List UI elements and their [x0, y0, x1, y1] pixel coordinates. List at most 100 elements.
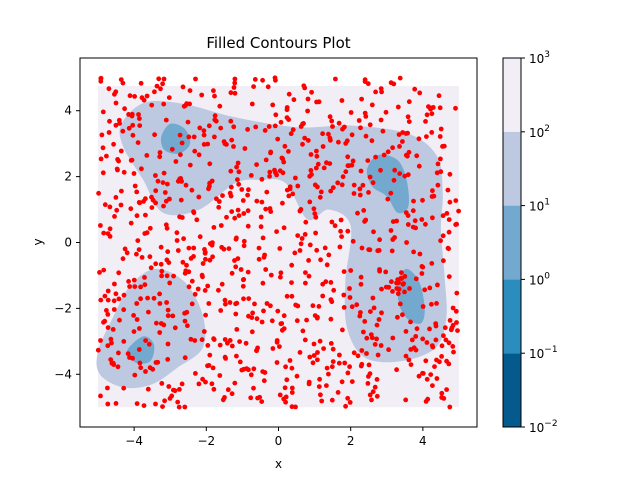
scatter-point — [259, 176, 265, 182]
scatter-point — [217, 103, 223, 109]
scatter-point — [157, 150, 163, 155]
scatter-point — [411, 249, 416, 255]
scatter-point — [162, 190, 168, 195]
scatter-point — [326, 252, 332, 258]
scatter-point — [331, 287, 337, 293]
scatter-point — [282, 385, 288, 391]
scatter-point — [236, 213, 242, 219]
scatter-point — [152, 132, 158, 138]
scatter-point — [159, 381, 165, 386]
scatter-point — [288, 131, 294, 137]
scatter-point — [450, 344, 456, 349]
scatter-point — [212, 93, 217, 99]
scatter-point — [261, 378, 267, 384]
scatter-point — [390, 145, 395, 151]
scatter-point — [369, 138, 375, 144]
scatter-point — [177, 387, 182, 392]
scatter-point — [201, 329, 207, 334]
scatter-point — [203, 256, 208, 262]
scatter-point — [223, 356, 229, 361]
scatter-point — [324, 160, 329, 166]
y-tick-label: 2 — [64, 170, 72, 184]
scatter-point — [337, 244, 343, 250]
scatter-point — [229, 270, 235, 276]
scatter-point — [268, 272, 274, 278]
scatter-point — [394, 286, 400, 291]
scatter-point — [234, 327, 240, 332]
scatter-point — [394, 280, 399, 286]
scatter-point — [311, 341, 317, 347]
scatter-point — [350, 238, 356, 244]
scatter-point — [116, 296, 122, 302]
scatter-point — [161, 76, 167, 82]
scatter-point — [430, 344, 436, 350]
scatter-point — [424, 112, 430, 118]
scatter-point — [313, 165, 319, 171]
x-tick-label: −4 — [125, 434, 143, 448]
scatter-point — [446, 340, 452, 346]
scatter-point — [429, 301, 434, 307]
scatter-point — [336, 120, 342, 126]
scatter-point — [434, 376, 440, 381]
scatter-point — [232, 80, 238, 86]
scatter-point — [389, 248, 395, 254]
scatter-point — [237, 359, 243, 365]
scatter-point — [391, 81, 397, 87]
scatter-point — [439, 343, 445, 349]
scatter-point — [405, 114, 411, 120]
scatter-point — [286, 91, 292, 97]
scatter-point — [253, 124, 259, 130]
scatter-point — [291, 97, 297, 103]
scatter-point — [233, 264, 239, 270]
scatter-point — [450, 322, 456, 328]
scatter-point — [185, 323, 190, 329]
scatter-point — [259, 319, 265, 325]
scatter-point — [118, 202, 124, 208]
scatter-point — [378, 343, 384, 348]
scatter-point — [438, 126, 444, 132]
scatter-point — [256, 256, 262, 262]
scatter-point — [423, 119, 428, 124]
scatter-point — [249, 315, 255, 320]
scatter-point — [420, 370, 425, 376]
scatter-point — [438, 238, 443, 244]
scatter-point — [189, 187, 195, 193]
scatter-point — [383, 269, 389, 275]
scatter-point — [417, 251, 423, 257]
scatter-point — [197, 125, 203, 131]
scatter-point — [447, 171, 453, 177]
scatter-point — [257, 394, 263, 400]
scatter-point — [114, 207, 120, 213]
contour-region-hotspot-upper-left — [160, 123, 191, 154]
scatter-point — [448, 327, 454, 333]
scatter-point — [267, 173, 272, 179]
scatter-point — [345, 395, 351, 401]
scatter-point — [164, 300, 170, 305]
scatter-point — [143, 369, 148, 374]
scatter-point — [213, 118, 219, 124]
scatter-point — [324, 365, 330, 371]
y-tick-label: −4 — [54, 367, 72, 381]
scatter-point — [345, 370, 351, 376]
scatter-point — [413, 347, 419, 353]
scatter-point — [196, 194, 202, 200]
scatter-point — [106, 130, 112, 135]
scatter-point — [385, 196, 391, 202]
scatter-point — [306, 273, 312, 279]
scatter-point — [263, 206, 269, 212]
scatter-point — [406, 119, 412, 124]
scatter-point — [241, 238, 247, 244]
scatter-point — [308, 152, 314, 157]
scatter-point — [455, 328, 460, 333]
scatter-point — [116, 350, 121, 356]
scatter-point — [228, 90, 234, 96]
scatter-point — [117, 121, 122, 126]
colorbar-tick-label: 101 — [529, 198, 550, 214]
scatter-point — [378, 117, 384, 123]
scatter-point — [372, 384, 378, 390]
scatter-point — [410, 208, 416, 214]
scatter-point — [310, 360, 316, 366]
scatter-point — [302, 135, 308, 141]
scatter-point — [376, 248, 382, 253]
